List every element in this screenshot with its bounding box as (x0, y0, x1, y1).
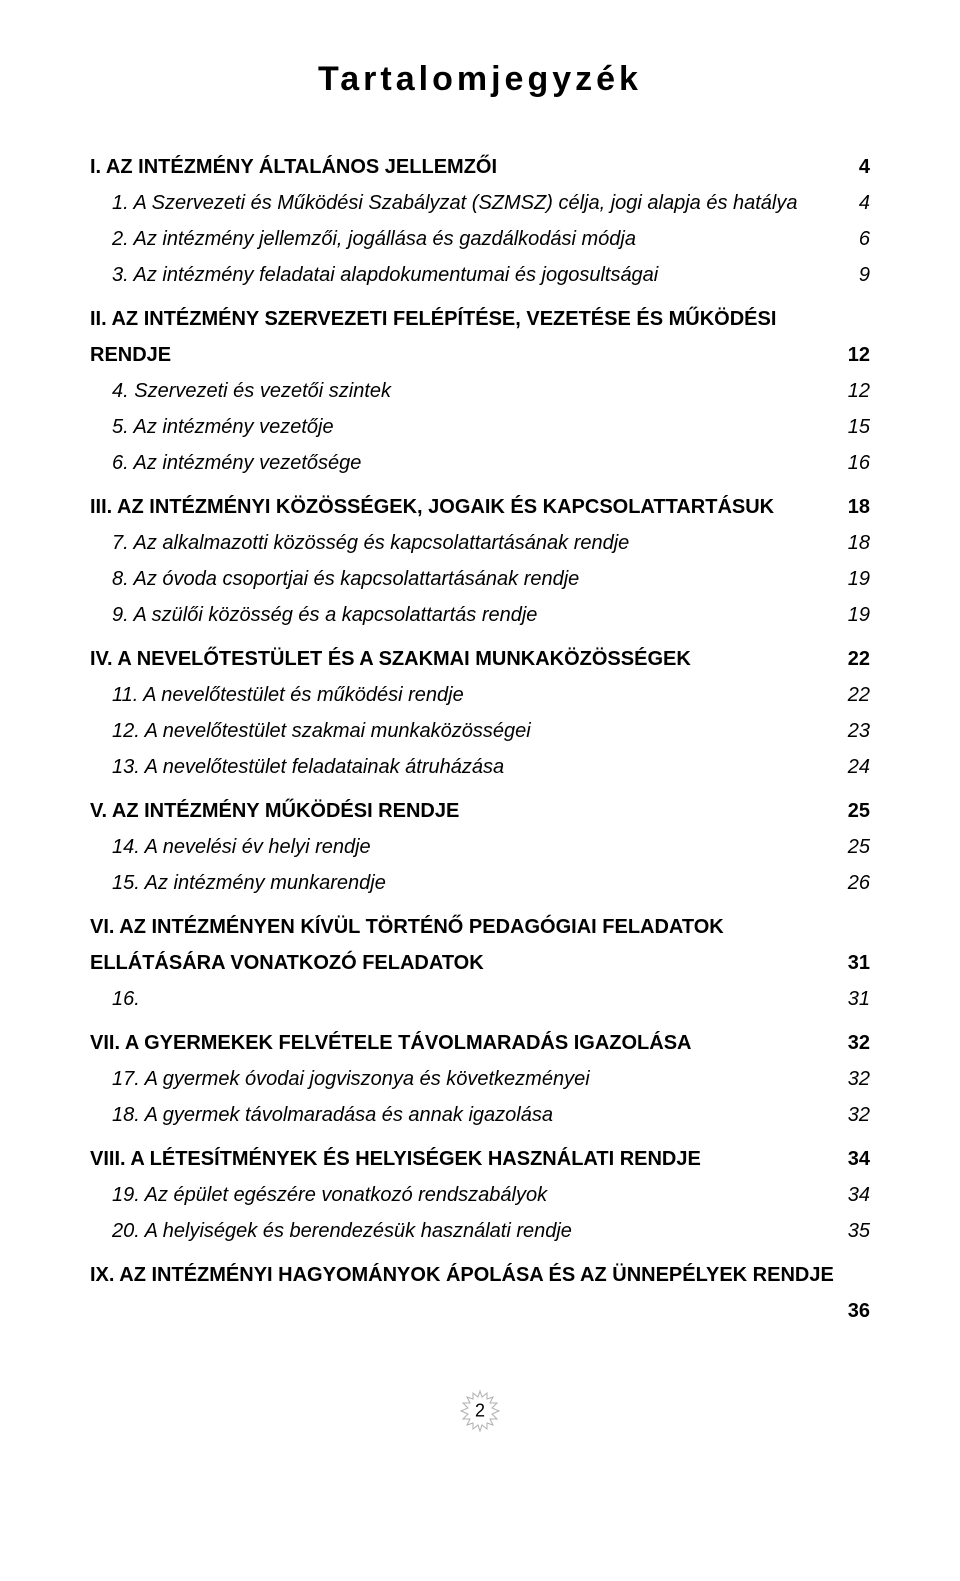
toc-page: 22 (848, 677, 870, 713)
toc-page: 19 (848, 561, 870, 597)
toc-page: 31 (848, 981, 870, 1017)
toc-section: VI. AZ INTÉZMÉNYEN KÍVÜL TÖRTÉNŐ PEDAGÓG… (90, 909, 870, 945)
toc-page: 18 (848, 489, 870, 525)
toc-page: 34 (848, 1141, 870, 1177)
toc-label: 11. A nevelőtestület és működési rendje (112, 677, 464, 713)
toc-page: 19 (848, 597, 870, 633)
toc-subentry: 11. A nevelőtestület és működési rendje … (90, 677, 870, 713)
toc-label: 15. Az intézmény munkarendje (112, 865, 386, 901)
toc-subentry: 19. Az épület egészére vonatkozó rendsza… (90, 1177, 870, 1213)
toc-label: 14. A nevelési év helyi rendje (112, 829, 371, 865)
toc-label: 12. A nevelőtestület szakmai munkaközöss… (112, 713, 531, 749)
toc-label: 3. Az intézmény feladatai alapdokumentum… (112, 257, 658, 293)
toc-page: 12 (848, 337, 870, 373)
toc-label: 18. A gyermek távolmaradása és annak iga… (112, 1097, 553, 1133)
toc-subentry: 20. A helyiségek és berendezésük használ… (90, 1213, 870, 1249)
toc-label: 7. Az alkalmazotti közösség és kapcsolat… (112, 525, 629, 561)
toc-subentry: 9. A szülői közösség és a kapcsolattartá… (90, 597, 870, 633)
toc-subentry: 5. Az intézmény vezetője 15 (90, 409, 870, 445)
page-number: 2 (475, 1401, 485, 1422)
toc-subentry: 15. Az intézmény munkarendje 26 (90, 865, 870, 901)
toc-page: 35 (848, 1213, 870, 1249)
toc-label: IV. A NEVELŐTESTÜLET ÉS A SZAKMAI MUNKAK… (90, 641, 691, 677)
toc-page: 34 (848, 1177, 870, 1213)
toc-section: VIII. A LÉTESÍTMÉNYEK ÉS HELYISÉGEK HASZ… (90, 1141, 870, 1177)
toc-page: 4 (859, 149, 870, 185)
toc-section: I. AZ INTÉZMÉNY ÁLTALÁNOS JELLEMZŐI 4 (90, 149, 870, 185)
toc-page: 18 (848, 525, 870, 561)
toc-label: 5. Az intézmény vezetője (112, 409, 334, 445)
toc-subentry: 7. Az alkalmazotti közösség és kapcsolat… (90, 525, 870, 561)
toc-label: III. AZ INTÉZMÉNYI KÖZÖSSÉGEK, JOGAIK ÉS… (90, 489, 774, 525)
toc-label: 20. A helyiségek és berendezésük használ… (112, 1213, 572, 1249)
toc-page: 12 (848, 373, 870, 409)
toc-label: VII. A GYERMEKEK FELVÉTELE TÁVOLMARADÁS … (90, 1025, 692, 1061)
toc-page: 25 (848, 793, 870, 829)
toc-page: 6 (859, 221, 870, 257)
toc-page: 16 (848, 445, 870, 481)
toc-section: 36 (90, 1293, 870, 1329)
toc-page: 31 (848, 945, 870, 981)
toc-section: III. AZ INTÉZMÉNYI KÖZÖSSÉGEK, JOGAIK ÉS… (90, 489, 870, 525)
toc-section: ELLÁTÁSÁRA VONATKOZÓ FELADATOK 31 (90, 945, 870, 981)
toc-label: I. AZ INTÉZMÉNY ÁLTALÁNOS JELLEMZŐI (90, 149, 497, 185)
toc-subentry: 4. Szervezeti és vezetői szintek 12 (90, 373, 870, 409)
toc-label: 13. A nevelőtestület feladatainak átruhá… (112, 749, 504, 785)
toc-page: 22 (848, 641, 870, 677)
page-number-badge: 2 (458, 1389, 502, 1433)
toc-subentry: 13. A nevelőtestület feladatainak átruhá… (90, 749, 870, 785)
toc-page: 24 (848, 749, 870, 785)
toc-page: 4 (859, 185, 870, 221)
toc-subentry: 16. 31 (90, 981, 870, 1017)
toc-page: 32 (848, 1061, 870, 1097)
toc-label: 2. Az intézmény jellemzői, jogállása és … (112, 221, 636, 257)
toc-section: IV. A NEVELŐTESTÜLET ÉS A SZAKMAI MUNKAK… (90, 641, 870, 677)
toc-subentry: 1. A Szervezeti és Működési Szabályzat (… (90, 185, 870, 221)
toc-section: V. AZ INTÉZMÉNY MŰKÖDÉSI RENDJE 25 (90, 793, 870, 829)
toc-label: RENDJE (90, 337, 171, 373)
toc-page: 15 (848, 409, 870, 445)
toc-label: 1. A Szervezeti és Működési Szabályzat (… (112, 185, 798, 221)
toc-label: 4. Szervezeti és vezetői szintek (112, 373, 391, 409)
page-title: Tartalomjegyzék (90, 60, 870, 99)
toc-label: 9. A szülői közösség és a kapcsolattartá… (112, 597, 537, 633)
toc-label: VIII. A LÉTESÍTMÉNYEK ÉS HELYISÉGEK HASZ… (90, 1141, 701, 1177)
toc-label: 16. (112, 981, 140, 1017)
toc-page: 36 (848, 1293, 870, 1329)
toc-label: V. AZ INTÉZMÉNY MŰKÖDÉSI RENDJE (90, 793, 459, 829)
toc-section: IX. AZ INTÉZMÉNYI HAGYOMÁNYOK ÁPOLÁSA ÉS… (90, 1257, 870, 1293)
page-number-wrap: 2 (90, 1389, 870, 1438)
table-of-contents: I. AZ INTÉZMÉNY ÁLTALÁNOS JELLEMZŐI 41. … (90, 149, 870, 1329)
toc-section: II. AZ INTÉZMÉNY SZERVEZETI FELÉPÍTÉSE, … (90, 301, 870, 337)
toc-page: 9 (859, 257, 870, 293)
toc-subentry: 14. A nevelési év helyi rendje 25 (90, 829, 870, 865)
toc-page: 32 (848, 1025, 870, 1061)
toc-label: 6. Az intézmény vezetősége (112, 445, 361, 481)
toc-label: 19. Az épület egészére vonatkozó rendsza… (112, 1177, 547, 1213)
toc-page: 25 (848, 829, 870, 865)
toc-label: 17. A gyermek óvodai jogviszonya és köve… (112, 1061, 590, 1097)
toc-page: 23 (848, 713, 870, 749)
toc-subentry: 2. Az intézmény jellemzői, jogállása és … (90, 221, 870, 257)
toc-label: ELLÁTÁSÁRA VONATKOZÓ FELADATOK (90, 945, 484, 981)
toc-subentry: 3. Az intézmény feladatai alapdokumentum… (90, 257, 870, 293)
toc-subentry: 17. A gyermek óvodai jogviszonya és köve… (90, 1061, 870, 1097)
toc-section: RENDJE 12 (90, 337, 870, 373)
toc-subentry: 8. Az óvoda csoportjai és kapcsolattartá… (90, 561, 870, 597)
toc-subentry: 6. Az intézmény vezetősége 16 (90, 445, 870, 481)
toc-page: 32 (848, 1097, 870, 1133)
toc-label: 8. Az óvoda csoportjai és kapcsolattartá… (112, 561, 579, 597)
toc-subentry: 18. A gyermek távolmaradása és annak iga… (90, 1097, 870, 1133)
toc-page: 26 (848, 865, 870, 901)
toc-subentry: 12. A nevelőtestület szakmai munkaközöss… (90, 713, 870, 749)
toc-section: VII. A GYERMEKEK FELVÉTELE TÁVOLMARADÁS … (90, 1025, 870, 1061)
